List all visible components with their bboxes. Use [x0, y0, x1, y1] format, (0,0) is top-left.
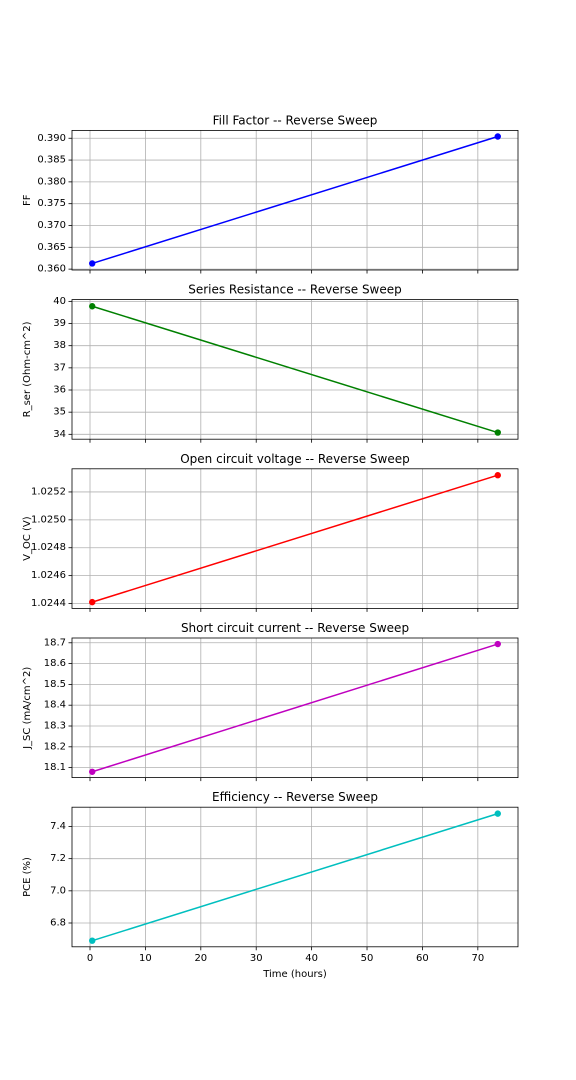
- y-tick-label: 1.0250: [31, 514, 66, 525]
- y-tick-label: 36: [53, 385, 66, 396]
- series-line: [91, 474, 499, 603]
- data-point: [494, 133, 501, 140]
- subplot-3: 1.0244 1.0246 1.0248 1.0250 1.0252 Open circu…: [22, 452, 519, 612]
- series-line: [91, 643, 499, 773]
- y-tick-label: 37: [53, 362, 66, 373]
- x-axis-label: Time (hours): [262, 969, 327, 980]
- y-axis-label: R_ser (Ohm-cm^2): [22, 321, 33, 417]
- y-tick-label: 0.365: [37, 242, 66, 253]
- y-tick-label: 1.0252: [31, 486, 66, 497]
- y-axis-label: V_OC (V): [22, 516, 33, 561]
- x-tick-label: 70: [471, 953, 484, 964]
- x-tick-label: 60: [416, 953, 429, 964]
- subplot-4: 18.1 18.2 18.3 18.4 18.5 18.6 18.7 Short circui…: [22, 621, 519, 782]
- subplot-title: Open circuit voltage -- Reverse Sweep: [180, 452, 410, 466]
- y-tick-label: 0.360: [37, 264, 66, 275]
- y-axis-label: FF: [22, 194, 33, 206]
- y-tick-label: 1.0244: [31, 598, 66, 609]
- y-tick-label: 1.0246: [31, 570, 66, 581]
- data-point: [89, 260, 96, 267]
- y-tick-label: 7.4: [50, 821, 66, 832]
- y-tick-label: 18.3: [44, 721, 66, 732]
- x-tick-label: 10: [139, 953, 152, 964]
- y-axis-label: J_SC (mA/cm^2): [22, 667, 33, 750]
- y-tick-label: 18.1: [44, 762, 66, 773]
- y-tick-label: 18.6: [44, 658, 66, 669]
- y-tick-label: 0.390: [37, 133, 66, 144]
- subplot-title: Short circuit current -- Reverse Sweep: [181, 621, 409, 635]
- axes-frame: [71, 468, 519, 609]
- data-point: [494, 472, 501, 479]
- y-tick-label: 0.370: [37, 220, 66, 231]
- y-tick-label: 40: [53, 296, 66, 307]
- y-tick-label: 18.5: [44, 679, 66, 690]
- axes-frame: [71, 637, 519, 779]
- y-tick-label: 38: [53, 340, 66, 351]
- subplot-title: Series Resistance -- Reverse Sweep: [188, 283, 402, 297]
- x-tick-label: 0: [87, 953, 93, 964]
- data-point: [494, 429, 501, 436]
- y-tick-label: 7.2: [50, 853, 66, 864]
- series-line: [91, 812, 499, 942]
- subplot-title: Efficiency -- Reverse Sweep: [212, 790, 378, 804]
- data-point: [494, 640, 501, 648]
- y-tick-label: 0.385: [37, 155, 66, 166]
- y-tick-label: 18.4: [44, 700, 66, 711]
- y-tick-label: 7.0: [50, 885, 66, 896]
- y-tick-label: 18.7: [44, 637, 66, 648]
- axes-frame: [71, 299, 519, 440]
- y-tick-label: 39: [53, 318, 66, 329]
- axes-frame: [71, 129, 519, 271]
- y-tick-label: 0.375: [37, 198, 66, 209]
- y-tick-label: 1.0248: [31, 542, 66, 553]
- subplot-1: 0.360 0.365 0.370 0.375 0.380 0.385 0.390 Fill …: [22, 113, 519, 275]
- series-line: [91, 135, 499, 265]
- x-tick-label: 30: [250, 953, 263, 964]
- y-axis-label: PCE (%): [22, 857, 33, 897]
- y-tick-label: 34: [53, 429, 66, 440]
- data-point: [89, 598, 96, 606]
- y-tick-label: 35: [53, 407, 66, 418]
- x-tick-label: 50: [361, 953, 374, 964]
- data-point: [494, 810, 501, 817]
- x-tick-label: 20: [194, 953, 207, 964]
- y-tick-label: 6.8: [50, 917, 66, 928]
- subplot-title: Fill Factor -- Reverse Sweep: [213, 113, 378, 127]
- x-tick-label: 40: [305, 953, 318, 964]
- y-tick-label: 18.2: [44, 741, 66, 752]
- y-tick-label: 0.380: [37, 176, 66, 187]
- data-point: [89, 937, 96, 944]
- subplot-2: 34 35 36 37 38 39 40 Series Resistance -- Rever…: [22, 283, 519, 443]
- series-line: [91, 305, 499, 434]
- data-point: [89, 768, 96, 775]
- data-point: [89, 303, 96, 310]
- subplot-5: 6.8 7.0 7.2 7.4 0 10 20 30 40 50 60 70 Efficiency --…: [22, 790, 519, 980]
- axes-frame: [71, 806, 519, 948]
